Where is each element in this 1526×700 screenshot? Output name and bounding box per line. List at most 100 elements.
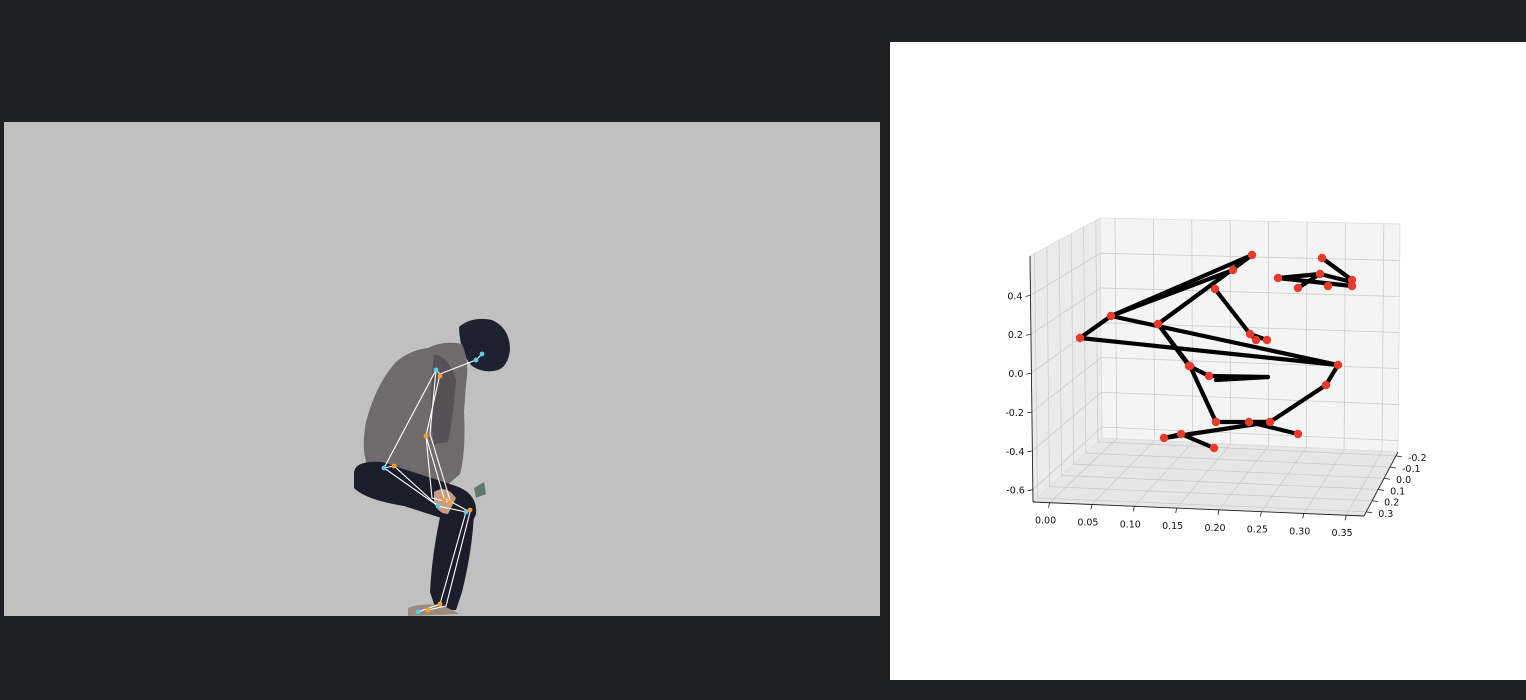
grid-line-z-left xyxy=(1030,252,1101,296)
skeleton-bone xyxy=(1108,267,1236,319)
grid-line-x-back xyxy=(1305,222,1308,448)
grid-line-z-left xyxy=(1032,426,1103,490)
skeleton-joint xyxy=(1333,360,1343,370)
y-tick-label: -0.2 xyxy=(1408,453,1427,464)
skeleton-bone xyxy=(1077,335,1341,368)
skeleton-joint xyxy=(1347,281,1357,291)
grid-line-z-back xyxy=(1100,287,1400,297)
person-head xyxy=(459,318,510,372)
grid-line-y xyxy=(1085,452,1391,468)
grid-line-z-back xyxy=(1101,391,1399,405)
x-tick-label: 0.30 xyxy=(1289,526,1310,537)
skeleton-bones xyxy=(1077,252,1355,451)
z-tick-label: -0.4 xyxy=(1006,447,1025,458)
skeleton-joint xyxy=(1251,335,1261,345)
skeleton-joint xyxy=(1153,319,1163,329)
skeleton-bone xyxy=(1212,286,1253,337)
skeleton-bone xyxy=(1155,252,1255,327)
grid-line-x xyxy=(1303,449,1345,514)
grid-line-y xyxy=(1037,497,1367,513)
z-tick-label: -0.2 xyxy=(1005,408,1024,419)
x-tick-mark xyxy=(1217,509,1220,515)
z-tick-label: 0.0 xyxy=(1008,369,1023,380)
skeleton-joint xyxy=(1185,361,1195,371)
y-tick-mark xyxy=(1378,489,1385,491)
skeleton-joint xyxy=(1265,417,1275,427)
skeleton-joint xyxy=(1293,429,1303,439)
skeleton-joint xyxy=(1210,284,1220,294)
skeleton-bone xyxy=(1246,419,1301,437)
grid-line-x xyxy=(1091,440,1155,505)
video-frame xyxy=(4,122,880,616)
pose-overlay-joints xyxy=(381,351,485,615)
z-tick-mark xyxy=(1027,450,1033,453)
skeleton-bone xyxy=(1178,431,1217,451)
y-tick-mark xyxy=(1366,511,1373,514)
pose-overlay-lines xyxy=(383,353,483,613)
grid-line-z-left xyxy=(1032,391,1102,452)
skeleton-joint xyxy=(1323,281,1333,291)
grid-line-z-back xyxy=(1101,357,1399,369)
x-tick-mark xyxy=(1175,507,1178,514)
y-tick-mark xyxy=(1389,466,1397,469)
skeleton-bone xyxy=(1275,271,1323,281)
skeleton-joint xyxy=(1209,443,1219,453)
x-tick-label: 0.10 xyxy=(1120,519,1141,530)
grid-line-x xyxy=(1176,443,1231,509)
skeleton-bone xyxy=(1213,374,1271,383)
grid-line-x xyxy=(1133,442,1193,507)
grid-line-x xyxy=(1261,447,1307,512)
grid-line-y-left xyxy=(1070,233,1075,465)
person-shoe xyxy=(408,604,460,616)
skeleton-joint xyxy=(1315,269,1325,279)
skeleton-joint xyxy=(1293,283,1303,293)
grid-line-x-back xyxy=(1381,223,1385,452)
pose-3d-plot[interactable]: 0.00 0.05 0.10 0.15 0.20 0.25 0.30 0.35 -0.2-0.… xyxy=(890,42,1526,680)
y-tick-mark xyxy=(1372,500,1379,503)
x-axis-ticks: 0.00 0.05 0.10 0.15 0.20 0.25 0.30 0.35 xyxy=(1035,502,1353,539)
skeleton-joint xyxy=(1273,273,1283,283)
person-lower-leg xyxy=(430,508,474,610)
grid-line-z-left xyxy=(1030,287,1101,335)
y-tick-label: -0.1 xyxy=(1402,464,1421,475)
skeleton-bone xyxy=(1108,313,1341,368)
y-tick-label: 0.3 xyxy=(1378,509,1393,520)
skeleton-bone xyxy=(1295,271,1323,291)
grid-line-y-left xyxy=(1095,220,1099,442)
x-tick-mark xyxy=(1090,504,1093,510)
skeleton-joint xyxy=(1245,329,1255,339)
grid-line-y xyxy=(1073,463,1385,479)
person-hood-shadow xyxy=(431,354,456,444)
x-tick-label: 0.00 xyxy=(1035,516,1056,527)
x-tick-label: 0.05 xyxy=(1077,517,1098,528)
skeleton-joint xyxy=(1317,253,1327,263)
skeleton-bone xyxy=(1319,255,1355,283)
z-tick-mark xyxy=(1025,294,1031,297)
z-tick-mark xyxy=(1025,333,1032,336)
skeleton-joint xyxy=(1262,335,1272,345)
z-tick-label: 0.4 xyxy=(1007,291,1022,302)
grid-line-x xyxy=(1218,445,1269,511)
z-axis-ticks: 0.4 0.2 0.0 -0.2 -0.4 -0.6 xyxy=(1005,291,1033,497)
z-tick-mark xyxy=(1027,489,1033,492)
skeleton-joints xyxy=(1075,250,1357,453)
skeleton-joint xyxy=(1228,265,1238,275)
y-tick-label: 0.1 xyxy=(1390,486,1405,497)
grid-lines xyxy=(1030,218,1400,516)
skeleton-joint xyxy=(1075,333,1085,343)
skeleton-bone xyxy=(1275,275,1355,289)
skeleton-joint xyxy=(1347,275,1357,285)
skeleton-joint xyxy=(1159,433,1169,443)
grid-line-z-back xyxy=(1101,426,1399,441)
skeleton-joint xyxy=(1211,417,1221,427)
x-tick-mark xyxy=(1259,511,1262,517)
axis-lines xyxy=(1029,255,1399,517)
phone-object xyxy=(474,482,486,498)
skeleton-joint xyxy=(1247,250,1257,260)
pose-3d-plot-panel: 0.00 0.05 0.10 0.15 0.20 0.25 0.30 0.35 -0.2 -0.… xyxy=(890,42,1526,680)
skeleton-bone xyxy=(1077,313,1114,341)
grid-line-y-left xyxy=(1034,253,1038,498)
x-tick-label: 0.20 xyxy=(1204,523,1225,534)
skeleton-bone xyxy=(1187,363,1219,425)
grid-line-z-left xyxy=(1031,357,1102,413)
